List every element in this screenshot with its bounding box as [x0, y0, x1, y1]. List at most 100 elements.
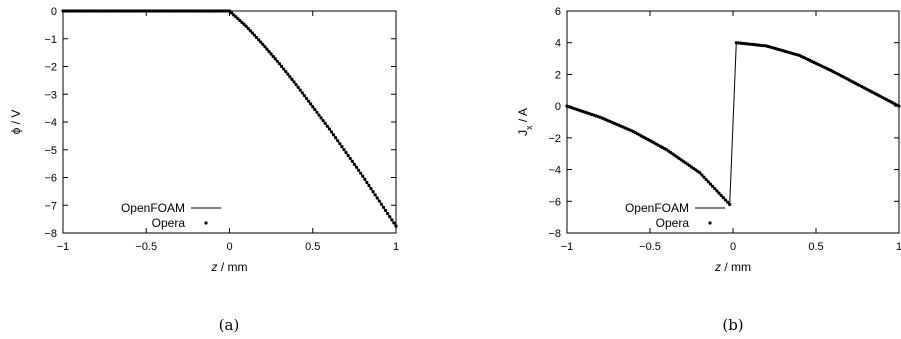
- series-point-opera: [346, 153, 350, 158]
- series-point-opera: [371, 190, 375, 194]
- plot-frame: [62, 10, 397, 234]
- chart-panel-a: −1 −0.5 0 0.5 1 0 −1 −2 −3 −4 −5 −6 −7 −8 z / mm ϕ / V O…: [9, 6, 399, 334]
- y-tick-label: 0: [51, 6, 57, 18]
- series-point-opera: [728, 202, 732, 207]
- y-tick-label: −5: [44, 145, 57, 157]
- y-tick-label: −4: [548, 165, 561, 177]
- chart-panel-b: −1 −0.5 0 0.5 1 6 4 2 0 −2 −4 −6 −8 z / mm Jx / A OpenF…: [516, 6, 901, 334]
- x-tick-label: −1: [561, 241, 574, 253]
- y-tick-label: −6: [548, 196, 561, 208]
- series-point-opera: [338, 142, 342, 146]
- series-point-opera: [227, 9, 232, 13]
- series-point-opera: [252, 33, 257, 37]
- series-point-opera: [246, 26, 250, 31]
- x-tick-label: 1: [393, 241, 399, 253]
- x-tick-label: 1: [896, 241, 901, 253]
- y-tick-label: 2: [555, 69, 561, 81]
- legend-label-opera: Opera: [152, 216, 186, 230]
- y-axis-label: ϕ / V: [9, 110, 23, 135]
- x-axis-label-variable: z: [714, 260, 721, 274]
- series-point-opera: [234, 15, 238, 19]
- series-point-opera: [363, 177, 367, 181]
- x-tick-label: 0.5: [808, 241, 823, 253]
- legend-point-sample: [708, 221, 712, 225]
- series-point-opera: [336, 139, 340, 143]
- x-axis-label-variable: z: [211, 260, 218, 274]
- series-point-opera: [229, 11, 234, 15]
- series-point-opera: [250, 31, 254, 35]
- x-axis-label: z / mm: [714, 260, 751, 274]
- legend-label-openfoam: OpenFOAM: [121, 201, 185, 215]
- series-point-opera: [321, 119, 325, 123]
- series-point-opera: [700, 173, 704, 177]
- series-point-opera: [702, 175, 706, 179]
- series-point-opera: [302, 94, 307, 98]
- series-point-opera: [290, 77, 294, 81]
- x-tick-label: −1: [57, 241, 70, 253]
- series-point-opera: [392, 221, 396, 225]
- series-point-opera: [704, 177, 708, 182]
- series-point-opera: [300, 91, 304, 95]
- series-point-opera: [288, 75, 292, 79]
- x-tick-label: −0.5: [135, 241, 157, 253]
- series-point-opera: [698, 171, 702, 175]
- series-point-opera: [352, 162, 356, 166]
- y-tick-label: 0: [555, 101, 561, 113]
- panel-caption: (a): [219, 316, 240, 334]
- series-point-opera: [390, 218, 394, 222]
- series-point-opera: [240, 20, 244, 25]
- series-point-opera: [388, 215, 392, 219]
- series-point-opera: [315, 110, 319, 114]
- series-point-opera: [286, 72, 290, 76]
- series-point-opera: [386, 211, 390, 216]
- series-point-opera: [379, 202, 384, 206]
- y-tick-label: 4: [555, 38, 561, 50]
- series-point-opera: [359, 171, 363, 175]
- series-point-opera: [257, 38, 261, 42]
- x-tick-label: 0.5: [305, 241, 320, 253]
- series-point-opera: [348, 156, 352, 161]
- x-axis-label-unit: / mm: [721, 260, 751, 274]
- series-point-opera: [311, 105, 315, 109]
- legend-point-sample: [204, 221, 208, 225]
- y-tick-label: 6: [555, 6, 561, 18]
- series-point-opera: [344, 150, 348, 155]
- series-point-opera: [284, 69, 288, 74]
- series-point-opera: [331, 133, 336, 137]
- x-tick-label: 0: [226, 241, 232, 253]
- y-tick-label: −4: [44, 117, 57, 129]
- series-point-opera: [719, 193, 723, 197]
- series-point-opera: [329, 130, 334, 134]
- series-point-opera: [296, 85, 300, 89]
- series-point-opera: [356, 168, 361, 172]
- series-point-opera: [265, 47, 269, 51]
- series-point-opera: [325, 124, 329, 128]
- series-point-opera: [375, 196, 379, 200]
- y-axis-label: Jx / A: [516, 108, 534, 136]
- y-tick-label: −1: [44, 34, 57, 46]
- series-point-opera: [723, 198, 728, 202]
- series-point-opera: [254, 35, 259, 40]
- series-point-opera: [306, 99, 311, 103]
- legend-label-opera: Opera: [656, 216, 690, 230]
- series-point-opera: [721, 196, 725, 200]
- x-tick-label: 0: [730, 241, 736, 253]
- series-line-openfoam: [63, 10, 397, 227]
- y-axis-label-unit: / A: [516, 108, 530, 125]
- series-point-opera: [238, 18, 242, 23]
- y-tick-label: −2: [548, 133, 561, 145]
- series-point-opera: [313, 107, 317, 112]
- series-point-opera: [334, 136, 338, 140]
- series-point-opera: [713, 187, 717, 191]
- x-axis-label-unit: / mm: [218, 260, 248, 274]
- series-point-opera: [304, 96, 309, 101]
- series-point-opera: [373, 193, 377, 197]
- x-tick-label: −0.5: [639, 241, 661, 253]
- series-point-opera: [706, 180, 710, 184]
- series-point-opera: [383, 208, 388, 213]
- series-point-opera: [327, 127, 331, 131]
- series-point-opera: [263, 45, 267, 49]
- series-point-opera: [277, 62, 282, 66]
- series-point-opera: [897, 104, 901, 108]
- y-tick-label: −8: [44, 228, 57, 240]
